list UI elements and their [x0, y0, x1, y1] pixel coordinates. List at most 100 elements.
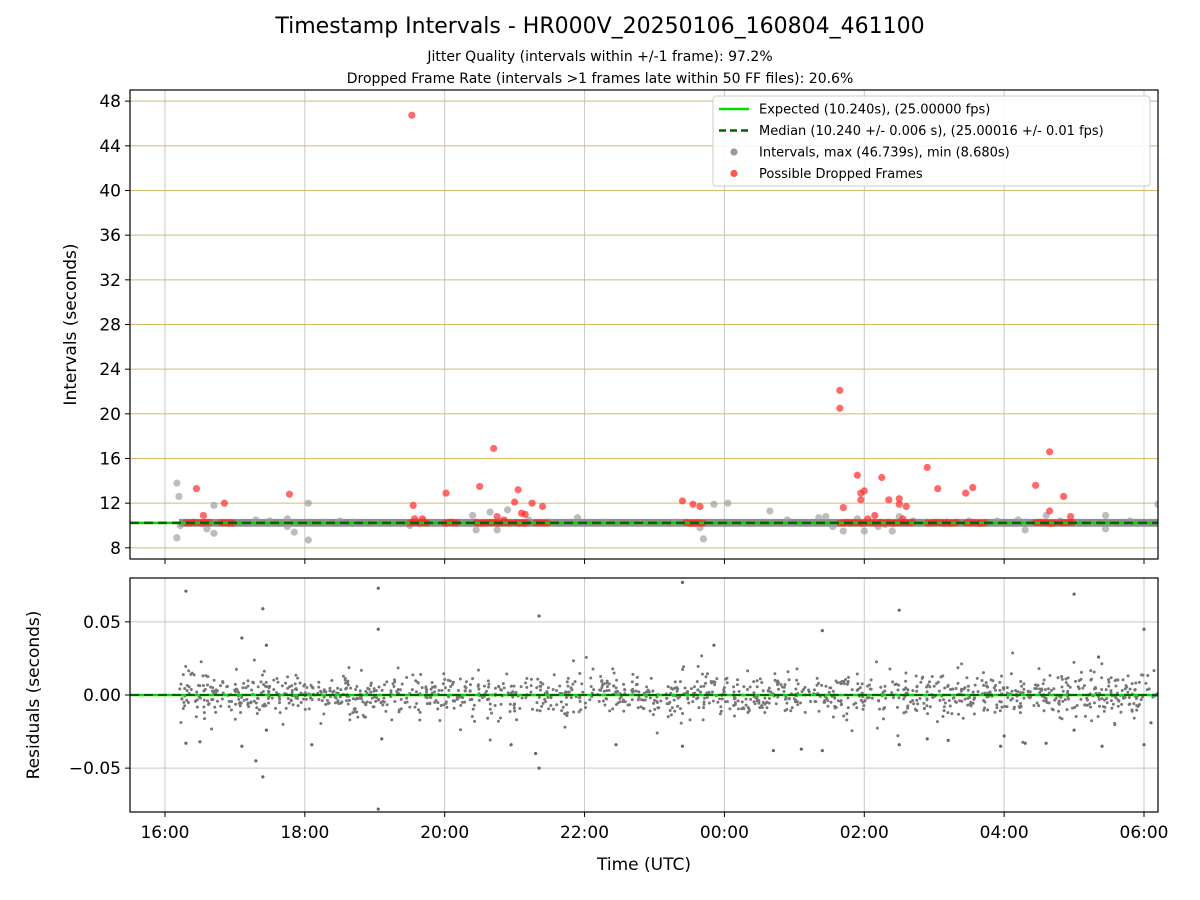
- residual-point-287: [795, 667, 799, 671]
- residual-point-794: [942, 705, 946, 709]
- residual-point-1142: [668, 700, 672, 704]
- residual-point-224: [290, 684, 294, 688]
- residual-point-935: [355, 685, 359, 689]
- residual-point-395: [455, 697, 459, 701]
- residual-point-1174: [566, 690, 570, 694]
- residual-point-703: [363, 701, 367, 705]
- residual-point-235: [529, 684, 533, 688]
- residual-point-1236: [1022, 682, 1026, 686]
- interval-point-0: [173, 479, 181, 487]
- residual-point-1219: [817, 709, 821, 713]
- top-ytick-label-1: 12: [99, 494, 121, 514]
- residual-point-421: [377, 698, 381, 702]
- residual-point-1102: [846, 696, 850, 700]
- residual-point-1022: [860, 682, 864, 686]
- residual-point-92: [763, 711, 767, 715]
- residual-point-447: [737, 690, 741, 694]
- residual-outlier-41: [1149, 721, 1153, 725]
- residual-point-1202: [920, 676, 924, 680]
- residual-point-3: [293, 682, 297, 686]
- residual-point-74: [966, 703, 970, 707]
- residual-point-698: [578, 699, 582, 703]
- residual-point-799: [897, 683, 901, 687]
- interval-point-39: [815, 514, 823, 522]
- residual-point-1399: [371, 705, 375, 709]
- residual-outlier-1: [184, 741, 188, 745]
- residual-point-529: [827, 690, 831, 694]
- residual-point-875: [336, 686, 340, 690]
- residual-point-1147: [856, 687, 860, 691]
- residual-point-217: [544, 700, 548, 704]
- residual-point-1299: [861, 700, 865, 704]
- residual-point-869: [471, 677, 475, 681]
- residual-point-1024: [1132, 702, 1136, 706]
- residual-outlier-22: [712, 643, 716, 647]
- residual-point-1036: [195, 690, 199, 694]
- dropped-frame-point-8: [442, 489, 450, 497]
- residual-point-1136: [637, 690, 641, 694]
- residual-point-1073: [214, 710, 218, 714]
- residual-point-1369: [969, 700, 973, 704]
- residual-point-38: [490, 711, 494, 715]
- legend-swatch-marker-3: [730, 169, 738, 178]
- residual-point-106: [925, 685, 929, 689]
- residual-point-291: [993, 688, 997, 692]
- residual-point-289: [468, 683, 472, 687]
- residual-point-247: [1083, 714, 1087, 718]
- residual-point-10: [270, 696, 274, 700]
- interval-point-1: [175, 492, 183, 501]
- residual-point-1321: [345, 699, 349, 703]
- residual-outlier-2: [198, 740, 202, 744]
- residual-point-679: [242, 698, 246, 702]
- residual-point-144: [447, 688, 451, 692]
- residual-point-843: [823, 700, 827, 704]
- interval-point-2: [173, 534, 181, 542]
- residual-point-474: [535, 686, 539, 690]
- residual-point-744: [736, 699, 740, 703]
- residual-point-373: [346, 683, 350, 687]
- residual-point-980: [1014, 688, 1018, 692]
- residual-point-81: [1056, 676, 1060, 680]
- residual-point-1097: [309, 683, 313, 687]
- residual-point-809: [648, 696, 652, 700]
- residual-point-170: [1110, 706, 1114, 710]
- residual-point-1210: [294, 687, 298, 691]
- residual-point-337: [639, 705, 643, 709]
- residual-point-1186: [686, 690, 690, 694]
- residual-point-353: [536, 677, 540, 681]
- residual-point-1016: [946, 683, 950, 687]
- residual-point-1228: [1057, 699, 1061, 703]
- residual-point-673: [190, 671, 194, 675]
- residual-point-868: [1065, 708, 1069, 712]
- residual-point-1306: [678, 680, 682, 684]
- residual-point-674: [578, 695, 582, 699]
- interval-point-5: [210, 529, 218, 537]
- residual-point-117: [1042, 699, 1046, 703]
- top-plot-area: [130, 111, 1158, 544]
- dropped-frame-point-18: [538, 502, 547, 511]
- residual-point-562: [370, 696, 374, 700]
- interval-point-24: [493, 526, 501, 534]
- residual-point-1297: [710, 690, 714, 694]
- bottom-ytick-label-1: 0.00: [83, 686, 121, 706]
- residual-outlier-5: [254, 759, 258, 763]
- residual-point-708: [716, 700, 720, 704]
- residual-outlier-29: [925, 737, 929, 741]
- residual-point-729: [704, 681, 708, 685]
- residual-point-280: [803, 710, 807, 714]
- residual-point-1275: [340, 700, 344, 704]
- residual-point-1316: [252, 658, 256, 662]
- residual-point-968: [1000, 705, 1004, 709]
- residual-point-887: [600, 683, 604, 687]
- residual-point-486: [436, 707, 440, 711]
- residual-point-773: [583, 706, 587, 710]
- residual-point-1292: [362, 715, 366, 719]
- residual-point-1278: [744, 697, 748, 701]
- residual-point-313: [541, 701, 545, 705]
- residual-point-439: [277, 695, 281, 699]
- residual-point-479: [956, 666, 960, 670]
- residual-point-740: [842, 682, 846, 686]
- top-ytick-label-10: 48: [99, 92, 121, 112]
- residual-point-389: [1089, 677, 1093, 681]
- residual-point-676: [1113, 721, 1117, 725]
